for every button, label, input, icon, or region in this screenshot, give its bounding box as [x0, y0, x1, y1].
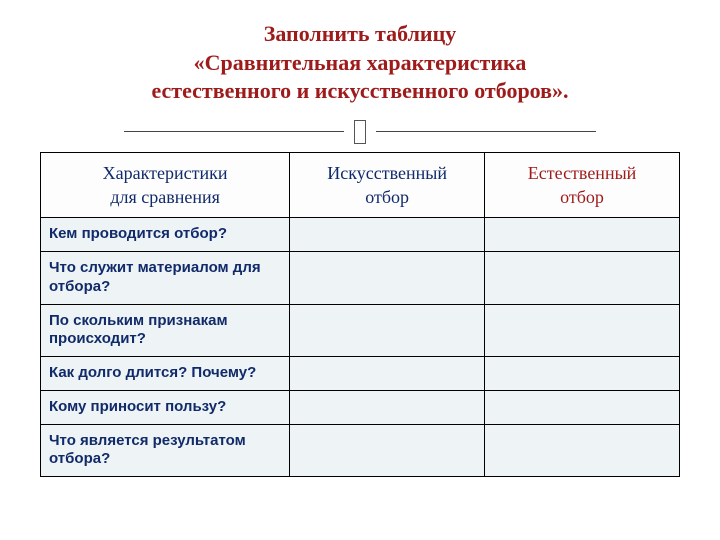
cell-natural — [485, 390, 680, 424]
cell-artificial — [290, 424, 485, 477]
table-row: Что служит материалом для отбора? — [41, 252, 680, 305]
header-0-line1: Характеристики — [103, 163, 228, 183]
cell-artificial — [290, 390, 485, 424]
table-row: По скольким признакам происходит? — [41, 304, 680, 357]
cell-artificial — [290, 357, 485, 391]
cell-artificial — [290, 252, 485, 305]
table-body: Кем проводится отбор? Что служит материа… — [41, 218, 680, 477]
cell-natural — [485, 424, 680, 477]
table-header-natural: Естественный отбор — [485, 152, 680, 218]
title-line-2: «Сравнительная характеристика — [194, 50, 527, 75]
divider — [40, 120, 680, 144]
row-label: Что является результатом отбора? — [41, 424, 290, 477]
cell-natural — [485, 357, 680, 391]
header-2-line1: Естественный — [528, 163, 637, 183]
cell-natural — [485, 252, 680, 305]
divider-line-right — [376, 131, 596, 132]
header-0-line2: для сравнения — [110, 187, 220, 207]
row-label: Кем проводится отбор? — [41, 218, 290, 252]
row-label: Как долго длится? Почему? — [41, 357, 290, 391]
cell-natural — [485, 304, 680, 357]
header-1-line1: Искусственный — [327, 163, 447, 183]
row-label: Что служит материалом для отбора? — [41, 252, 290, 305]
header-2-line2: отбор — [560, 187, 604, 207]
cell-artificial — [290, 304, 485, 357]
table-row: Кем проводится отбор? — [41, 218, 680, 252]
table-row: Кому приносит пользу? — [41, 390, 680, 424]
slide-title: Заполнить таблицу «Сравнительная характе… — [40, 20, 680, 106]
table-row: Что является результатом отбора? — [41, 424, 680, 477]
title-line-3: естественного и искусственного отборов». — [151, 78, 568, 103]
table-row: Как долго длится? Почему? — [41, 357, 680, 391]
table-header-characteristics: Характеристики для сравнения — [41, 152, 290, 218]
table-header-row: Характеристики для сравнения Искусственн… — [41, 152, 680, 218]
cell-artificial — [290, 218, 485, 252]
row-label: По скольким признакам происходит? — [41, 304, 290, 357]
header-1-line2: отбор — [365, 187, 409, 207]
slide: Заполнить таблицу «Сравнительная характе… — [0, 0, 720, 540]
divider-ornament-icon — [354, 120, 366, 144]
cell-natural — [485, 218, 680, 252]
table-header-artificial: Искусственный отбор — [290, 152, 485, 218]
divider-line-left — [124, 131, 344, 132]
title-line-1: Заполнить таблицу — [264, 21, 457, 46]
comparison-table: Характеристики для сравнения Искусственн… — [40, 152, 680, 477]
row-label: Кому приносит пользу? — [41, 390, 290, 424]
